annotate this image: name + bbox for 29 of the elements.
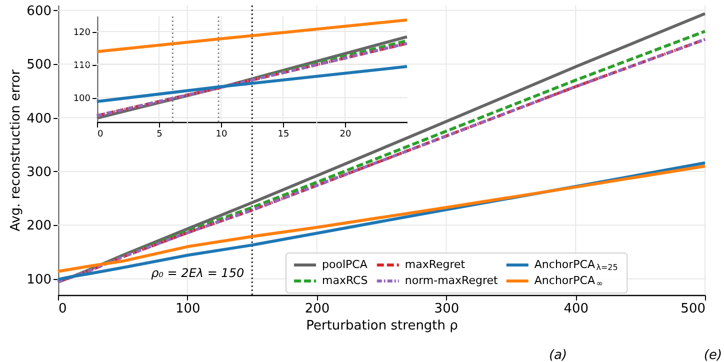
legend-label: maxRegret [404, 258, 466, 271]
y-tick-label: 500 [26, 58, 52, 73]
y-tick-label: 100 [26, 272, 52, 288]
legend-label: maxRCS [322, 274, 368, 287]
text: (e) [704, 348, 722, 362]
x-tick-label: 0 [98, 130, 104, 140]
x-tick-label: 5 [156, 130, 162, 140]
x-axis-title: Perturbation strength ρ [306, 318, 458, 334]
ref-line-label: ρ₀ = 2Eλ = 150 [151, 266, 244, 280]
y-axis-title: Avg. reconstruction error [8, 68, 24, 232]
x-tick-label: 400 [564, 302, 589, 316]
y-tick-label: 100 [73, 94, 91, 104]
text: (a) [548, 348, 568, 362]
y-tick-label: 300 [26, 164, 52, 180]
y-tick-label: 400 [26, 111, 52, 126]
y-tick-label: 600 [26, 4, 52, 19]
y-tick-label: 120 [73, 28, 91, 38]
x-tick-label: 100 [175, 302, 200, 316]
x-tick-label: 0 [58, 302, 67, 316]
x-tick-label: 500 [680, 302, 706, 316]
legend-label: norm-maxRegret [404, 274, 499, 287]
x-tick-label: 20 [340, 130, 352, 140]
x-tick-label: 300 [434, 302, 460, 316]
x-tick-label: 15 [278, 130, 290, 140]
x-tick-label: 10 [216, 130, 228, 140]
x-tick-label: 200 [304, 302, 330, 316]
legend-label: poolPCA [322, 258, 368, 271]
legend-label: AnchorPCA∞ [534, 274, 603, 288]
y-tick-label: 200 [26, 218, 52, 234]
